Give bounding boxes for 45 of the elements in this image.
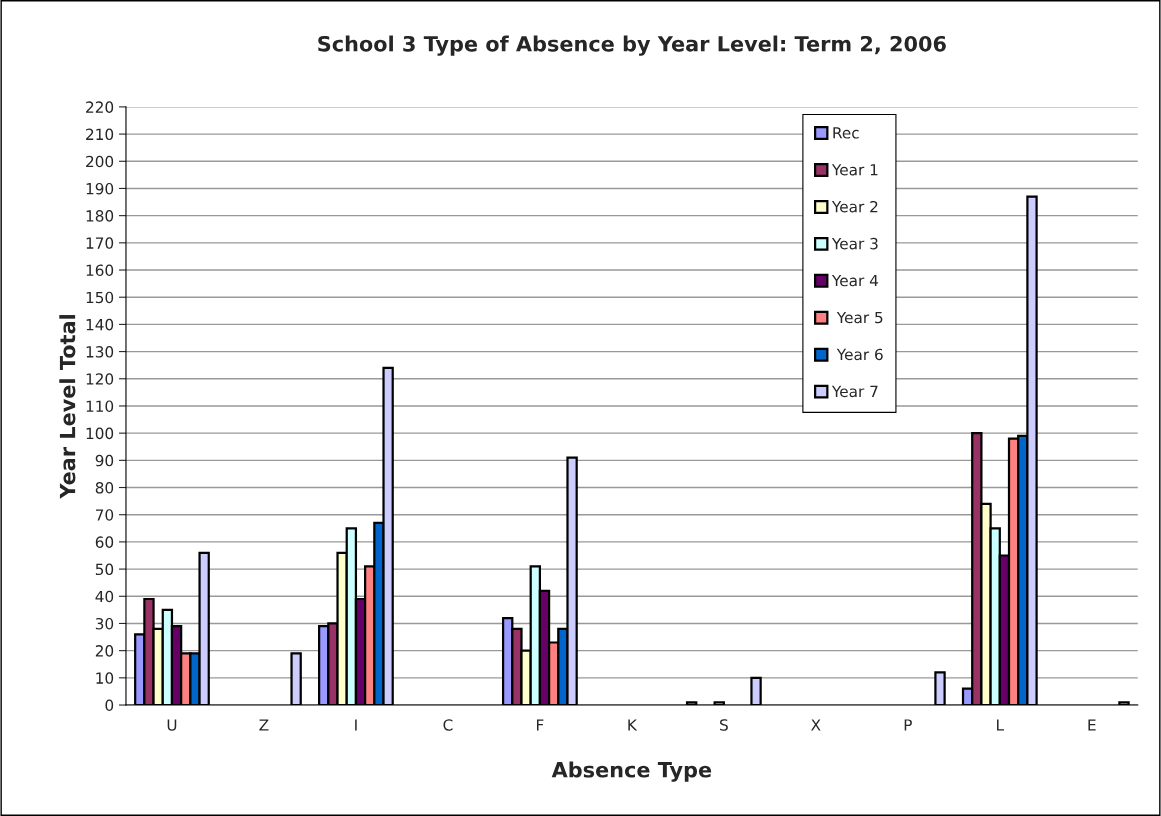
x-axis-title: Absence Type bbox=[551, 761, 712, 782]
y-tick-label: 70 bbox=[95, 509, 114, 521]
y-tick-label: 10 bbox=[96, 672, 114, 684]
legend-label: Year 7 bbox=[831, 385, 878, 398]
y-axis-title: Year Level Total bbox=[59, 315, 76, 499]
y-tick-label: 130 bbox=[86, 346, 114, 358]
y-tick-label: 140 bbox=[86, 318, 114, 331]
y-tick-label: 90 bbox=[95, 454, 114, 467]
y-tick-label: 30 bbox=[95, 617, 114, 630]
y-tick-label: 20 bbox=[95, 645, 114, 657]
x-tick-label: U bbox=[167, 719, 177, 731]
chart-title: School 3 Type of Absence by Year Level: Term 2, 2006 bbox=[318, 35, 946, 56]
y-tick-label: 200 bbox=[86, 155, 114, 168]
legend-label: Year 6 bbox=[836, 348, 883, 361]
x-tick-label: L bbox=[997, 719, 1004, 731]
y-tick-label: 100 bbox=[86, 427, 114, 440]
legend-label: Year 5 bbox=[836, 311, 883, 324]
x-tick-label: S bbox=[720, 719, 728, 731]
y-tick-label: 40 bbox=[95, 590, 114, 603]
legend-label: Year 3 bbox=[831, 237, 878, 250]
x-tick-label: C bbox=[443, 719, 453, 731]
legend-label: Year 1 bbox=[831, 164, 878, 176]
x-tick-label: P bbox=[904, 719, 912, 731]
y-tick-label: 120 bbox=[86, 373, 114, 385]
y-tick-label: 210 bbox=[86, 128, 114, 141]
x-tick-label: X bbox=[811, 719, 821, 731]
legend-label: Year 4 bbox=[831, 274, 878, 287]
x-tick-label: Z bbox=[259, 719, 269, 731]
legend-label: Year 2 bbox=[831, 200, 878, 213]
x-tick-label: F bbox=[537, 719, 544, 731]
y-tick-label: 0 bbox=[105, 699, 114, 712]
y-tick-label: 150 bbox=[86, 291, 114, 304]
x-tick-label: K bbox=[628, 719, 638, 731]
legend-label: Rec bbox=[833, 127, 859, 139]
y-tick-label: 220 bbox=[86, 101, 114, 113]
y-tick-label: 50 bbox=[95, 563, 114, 576]
y-tick-label: 160 bbox=[86, 264, 114, 277]
y-tick-label: 170 bbox=[86, 237, 114, 249]
y-tick-label: 80 bbox=[95, 481, 114, 494]
x-tick-label: E bbox=[1088, 719, 1096, 731]
y-tick-label: 110 bbox=[86, 400, 114, 412]
y-tick-label: 60 bbox=[95, 536, 114, 548]
y-tick-label: 190 bbox=[86, 182, 114, 195]
x-tick-label: I bbox=[355, 719, 357, 731]
y-tick-label: 180 bbox=[86, 210, 114, 222]
